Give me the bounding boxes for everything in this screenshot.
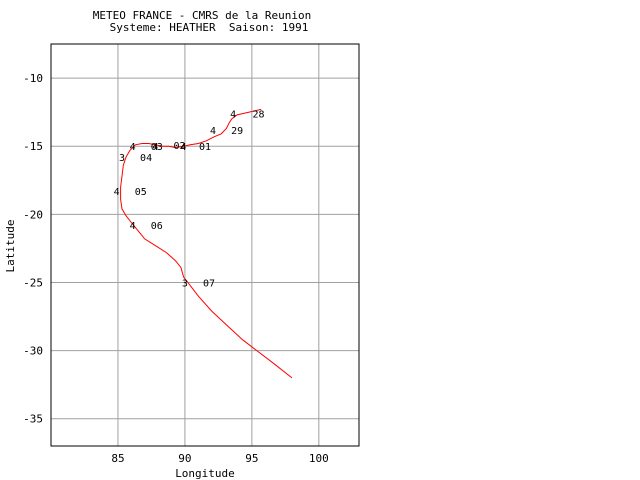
- y-tick-label: -35: [23, 413, 43, 426]
- track-annotation: 04: [140, 153, 152, 164]
- track-annotation: 4: [130, 142, 136, 153]
- track-annotation: 28: [253, 109, 265, 120]
- track-annotation: 4: [210, 126, 216, 137]
- track-annotation: 4: [230, 109, 236, 120]
- track-annotation: 4: [130, 221, 136, 232]
- chart-subtitle: Systeme: HEATHER Saison: 1991: [110, 21, 309, 34]
- y-tick-label: -30: [23, 345, 43, 358]
- track-annotation: 4: [152, 142, 158, 153]
- track-annotation: 4: [114, 187, 120, 198]
- x-tick-label: 100: [309, 452, 329, 465]
- track-annotation: 3: [182, 278, 188, 289]
- track-series: [120, 108, 293, 379]
- x-tick-label: 90: [178, 452, 191, 465]
- y-tick-label: -15: [23, 140, 43, 153]
- track-annotation: 07: [203, 278, 215, 289]
- x-tick-labels: 85 90 95 100: [111, 452, 328, 465]
- x-axis-label: Longitude: [175, 467, 235, 480]
- plot-area: [50, 43, 360, 447]
- track-annotation: 01: [199, 142, 211, 153]
- track-annotation: 3: [119, 153, 125, 164]
- chart-title: METEO FRANCE - CMRS de la Reunion: [93, 9, 312, 22]
- y-tick-labels: -10 -15 -20 -25 -30 -35: [23, 72, 43, 426]
- x-tick-label: 85: [111, 452, 124, 465]
- y-tick-label: -25: [23, 276, 43, 289]
- track-annotation: 06: [151, 221, 163, 232]
- track-annotation: 4: [181, 142, 187, 153]
- grid-lines: [51, 44, 359, 446]
- track-annotation: 03: [151, 142, 163, 153]
- x-tick-label: 95: [245, 452, 258, 465]
- y-tick-label: -10: [23, 72, 43, 85]
- y-tick-label: -20: [23, 208, 43, 221]
- track-annotation: 02: [174, 141, 186, 152]
- y-axis-label: Latitude: [4, 220, 17, 273]
- track-annotation: 05: [135, 187, 147, 198]
- track-annotation: 29: [231, 126, 243, 137]
- track-line: [120, 108, 293, 379]
